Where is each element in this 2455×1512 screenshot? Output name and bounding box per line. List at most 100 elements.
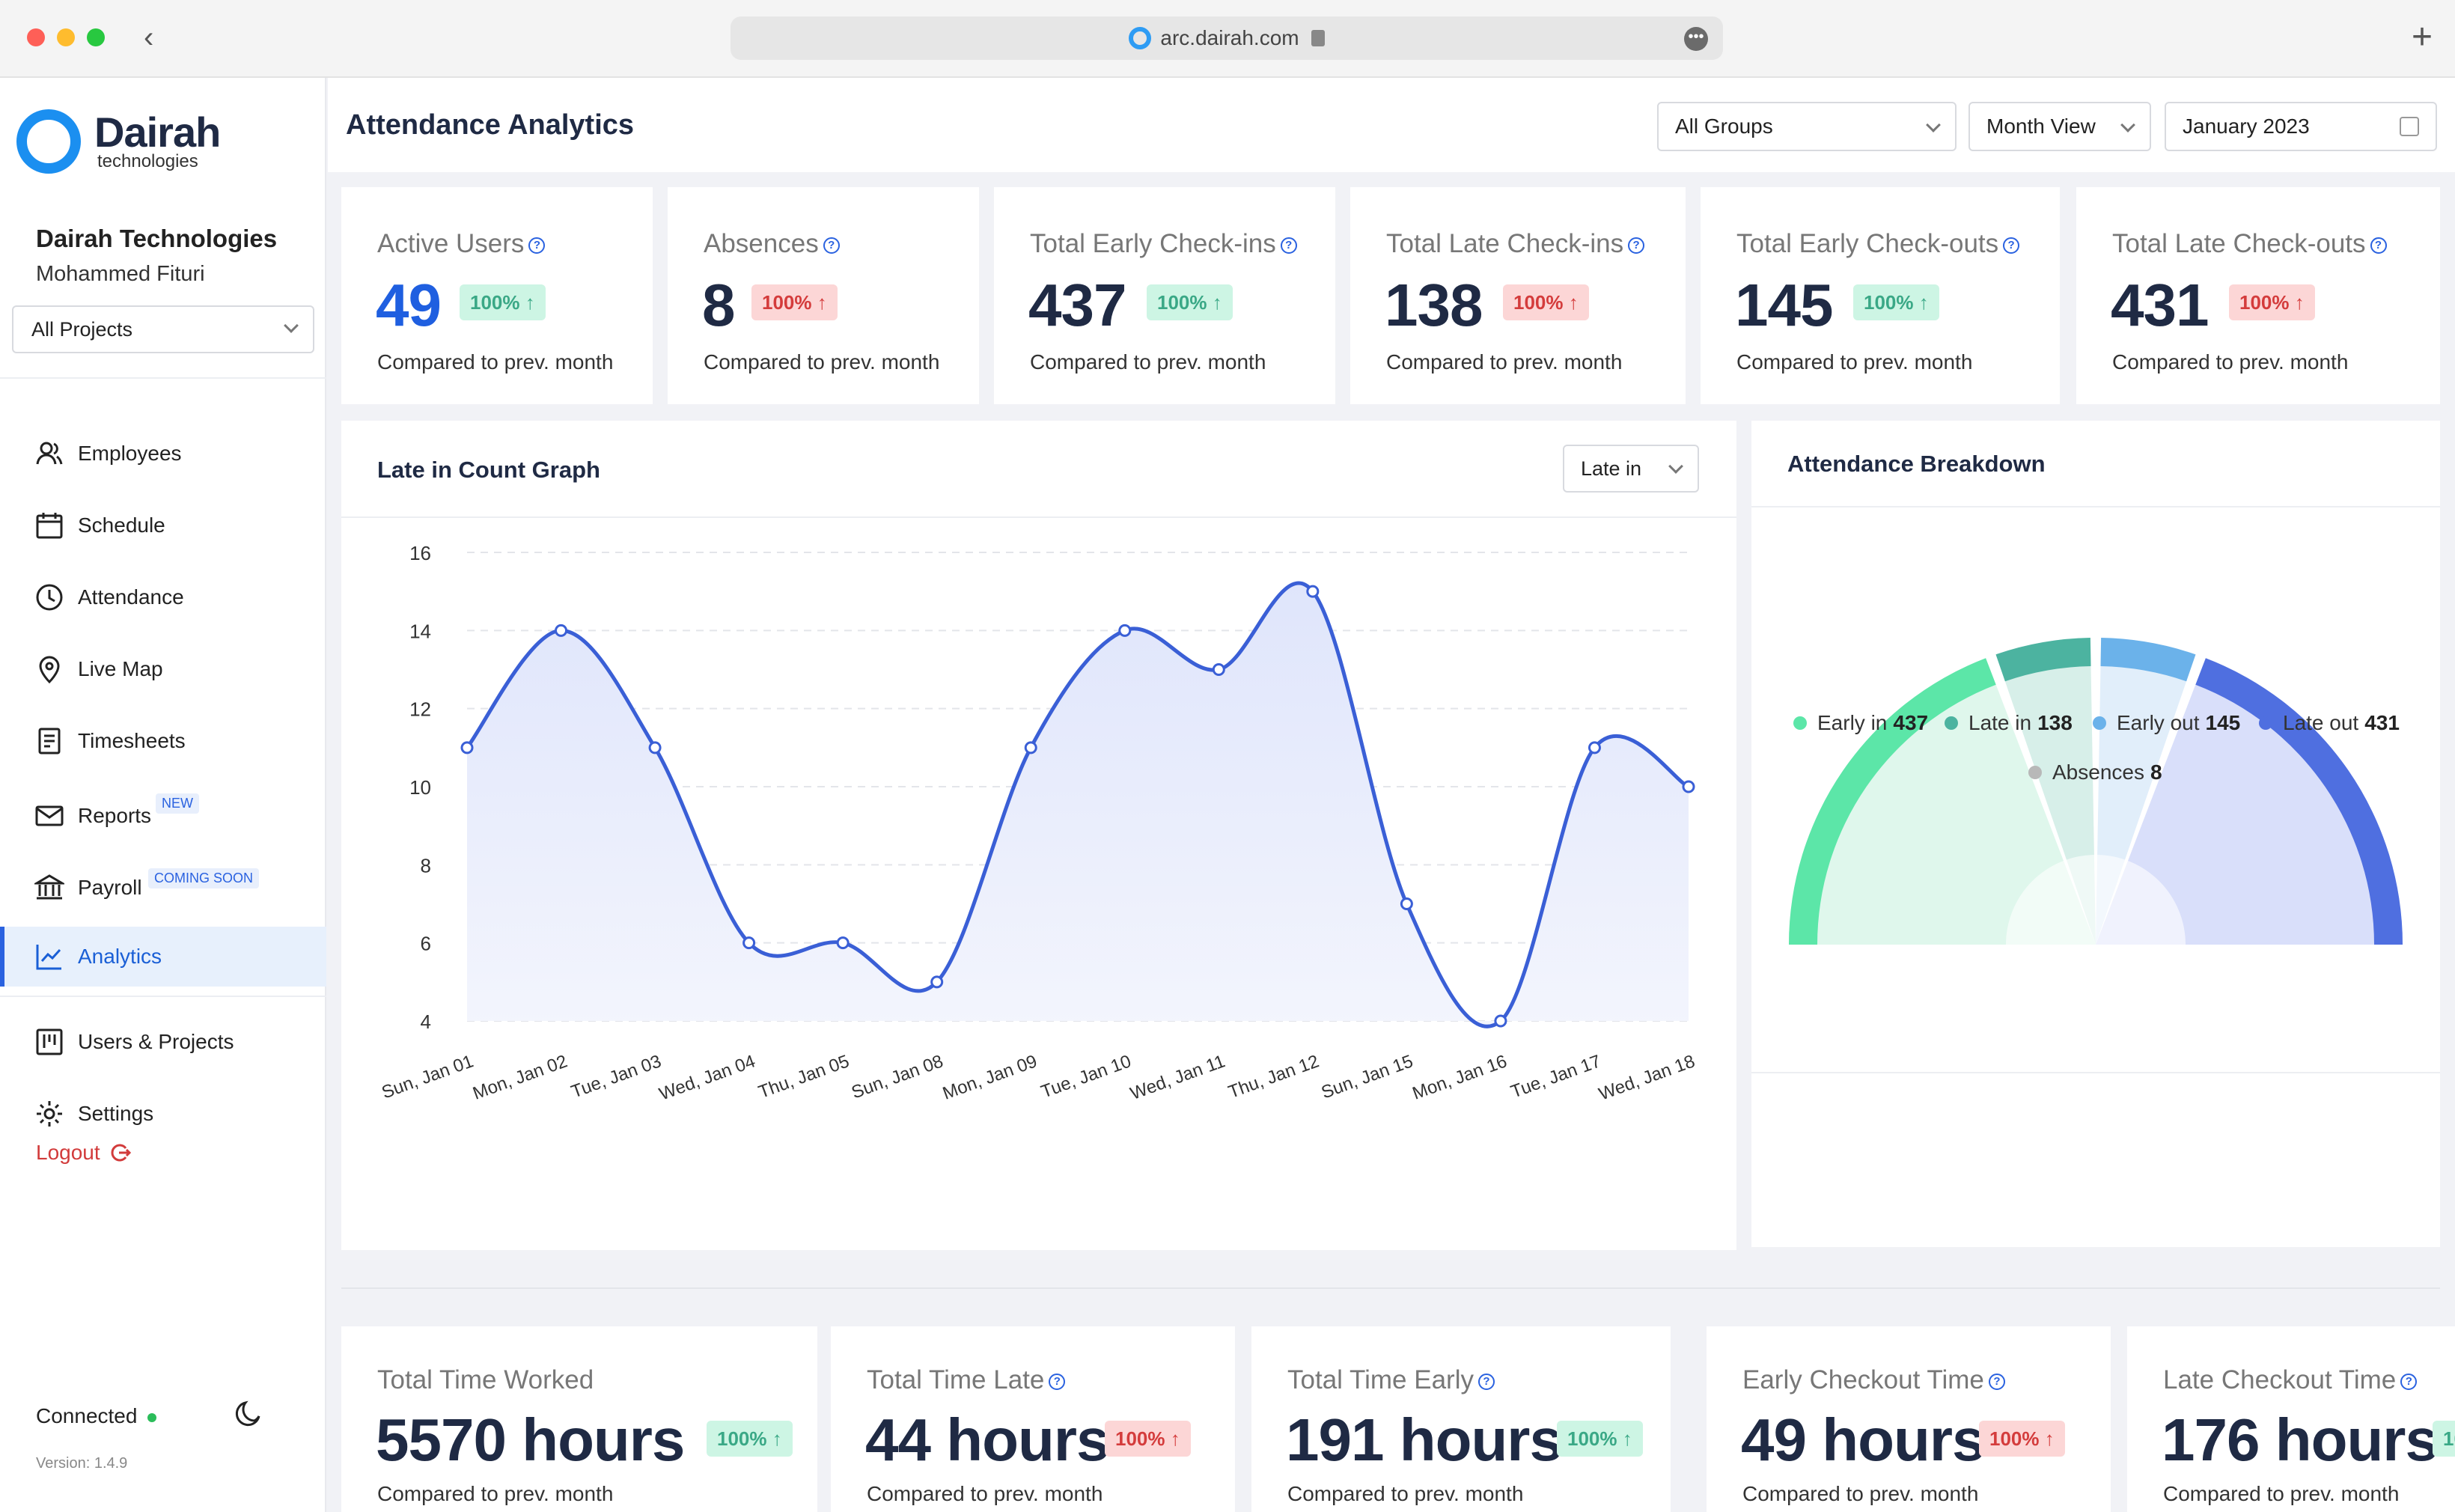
stat-value: 138 — [1385, 272, 1483, 338]
data-point[interactable] — [648, 741, 662, 755]
panel-title: Attendance Breakdown — [1787, 451, 2046, 477]
gauge-arc[interactable] — [1789, 658, 1996, 945]
logout-button[interactable]: Logout — [36, 1141, 132, 1165]
stat-title: Total Late Check-ins? — [1386, 229, 1645, 259]
sidebar-item-label: Settings — [78, 1102, 154, 1125]
maximize-window-button[interactable] — [87, 28, 105, 46]
gauge-arc[interactable] — [2195, 658, 2403, 945]
data-point[interactable] — [555, 624, 568, 637]
help-icon[interactable]: ? — [823, 237, 840, 254]
stat-title: Absences? — [704, 229, 840, 259]
help-icon[interactable]: ? — [1477, 1373, 1495, 1390]
chevron-down-icon — [1926, 118, 1941, 132]
project-select[interactable]: All Projects — [12, 305, 314, 353]
data-point[interactable] — [930, 975, 944, 989]
help-icon[interactable]: ? — [1988, 1373, 2005, 1390]
stat-value: 431 — [2111, 272, 2209, 338]
sidebar-item-label: Analytics — [78, 945, 162, 968]
gauge-sector[interactable] — [1789, 658, 2096, 945]
y-tick-label: 10 — [409, 776, 431, 799]
analytics-chart-icon — [36, 945, 61, 970]
breakdown-gauge-chart — [1789, 638, 2403, 975]
stat-card: Total Late Check-ins? 138 100% ↑ Compare… — [1350, 187, 1686, 404]
view-select[interactable]: Month View — [1968, 102, 2151, 151]
sidebar-item-label: Users & Projects — [78, 1030, 234, 1053]
sidebar-item-label: Live Map — [78, 657, 163, 680]
change-badge: 100% ↑ — [707, 1421, 793, 1457]
help-icon[interactable]: ? — [2370, 237, 2387, 254]
sidebar-item-reports[interactable]: Reports NEW — [0, 786, 326, 846]
clock-icon — [36, 584, 63, 611]
data-point[interactable] — [1306, 585, 1320, 598]
data-point[interactable] — [1024, 741, 1037, 755]
new-tab-icon[interactable]: + — [2411, 17, 2433, 57]
group-select[interactable]: All Groups — [1657, 102, 1957, 151]
page-header: Attendance Analytics All Groups Month Vi… — [328, 78, 2455, 172]
sidebar-item-label: Employees — [78, 442, 182, 465]
x-tick-label: Sun, Jan 08 — [849, 1051, 946, 1103]
time-stat-card: Total Time Late? 44 hours 100% ↑ Compare… — [831, 1326, 1235, 1512]
close-window-button[interactable] — [27, 28, 45, 46]
help-icon[interactable]: ? — [528, 237, 546, 254]
stat-card: Total Late Check-outs? 431 100% ↑ Compar… — [2076, 187, 2440, 404]
data-point[interactable] — [1682, 780, 1695, 793]
bank-icon — [34, 874, 64, 900]
stat-note: Compared to prev. month — [377, 350, 614, 374]
sidebar-item-attendance[interactable]: Attendance — [0, 567, 326, 627]
sidebar-item-live-map[interactable]: Live Map — [0, 639, 326, 699]
data-point[interactable] — [1400, 897, 1413, 910]
group-select-value: All Groups — [1675, 115, 1773, 138]
data-point[interactable] — [1118, 624, 1132, 637]
moon-icon[interactable] — [234, 1398, 263, 1428]
data-point[interactable] — [1494, 1014, 1507, 1028]
legend-item: Late in 138 — [1945, 711, 2073, 735]
help-icon[interactable]: ? — [1280, 237, 1297, 254]
data-point[interactable] — [460, 741, 474, 755]
url-text: arc.dairah.com — [1160, 26, 1299, 49]
stat-value: 437 — [1028, 272, 1126, 338]
help-icon[interactable]: ? — [2003, 237, 2020, 254]
late-in-graph-panel: Late in Count Graph Late in 4 6 8 10 12 14 16 S… — [341, 421, 1736, 1250]
stat-title: Total Time Worked — [377, 1365, 594, 1394]
date-picker[interactable]: January 2023 — [2165, 102, 2437, 151]
x-tick-label: Thu, Jan 12 — [1226, 1051, 1322, 1103]
stat-note: Compared to prev. month — [1742, 1482, 1979, 1505]
stat-note: Compared to prev. month — [1736, 350, 1973, 374]
stat-title: Total Early Check-outs? — [1736, 229, 2020, 259]
area-fill — [467, 583, 1689, 1027]
dairah-logo-icon — [16, 109, 81, 174]
data-point[interactable] — [1588, 741, 1601, 755]
sidebar-item-timesheets[interactable]: Timesheets — [0, 711, 326, 771]
map-pin-icon — [39, 656, 60, 684]
data-point[interactable] — [742, 936, 756, 950]
calendar-icon — [36, 513, 63, 539]
help-icon[interactable]: ? — [1049, 1373, 1066, 1390]
gauge-arc[interactable] — [2100, 638, 2196, 682]
x-tick-label: Wed, Jan 18 — [1596, 1051, 1698, 1104]
address-bar[interactable]: arc.dairah.com ••• — [731, 16, 1723, 60]
brand-name: Dairah — [94, 109, 221, 156]
sidebar-item-analytics[interactable]: Analytics — [0, 927, 326, 987]
sidebar-item-users-projects[interactable]: Users & Projects — [0, 1012, 326, 1072]
sidebar-item-employees[interactable]: Employees — [0, 424, 326, 484]
data-point[interactable] — [1212, 663, 1225, 676]
y-tick-label: 6 — [421, 933, 431, 955]
gauge-arc[interactable] — [1995, 638, 2091, 682]
sidebar-item-payroll[interactable]: Payroll COMING SOON — [0, 858, 326, 918]
gauge-sector[interactable] — [2096, 658, 2403, 945]
help-icon[interactable]: ? — [2400, 1373, 2418, 1390]
data-point[interactable] — [836, 936, 850, 950]
stat-value: 49 — [376, 272, 442, 338]
more-options-icon[interactable]: ••• — [1684, 27, 1708, 51]
back-arrow-icon[interactable]: ‹ — [144, 21, 154, 54]
chevron-down-icon — [1668, 459, 1683, 474]
help-icon[interactable]: ? — [1628, 237, 1645, 254]
section-divider — [341, 1287, 2440, 1289]
logout-label: Logout — [36, 1141, 100, 1164]
graph-filter-select[interactable]: Late in — [1563, 445, 1699, 493]
y-tick-label: 12 — [409, 698, 431, 721]
minimize-window-button[interactable] — [57, 28, 75, 46]
stat-note: Compared to prev. month — [1386, 350, 1623, 374]
sidebar-item-settings[interactable]: Settings — [0, 1084, 326, 1144]
sidebar-item-schedule[interactable]: Schedule — [0, 496, 326, 555]
